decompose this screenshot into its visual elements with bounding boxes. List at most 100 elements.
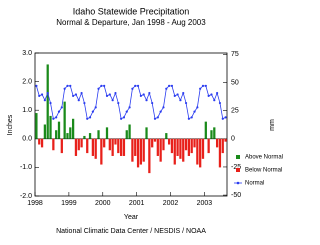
line-marker — [105, 94, 109, 97]
y-tick-label: 1.0 — [22, 107, 32, 114]
bar — [190, 138, 193, 154]
bar — [94, 138, 97, 159]
bar — [80, 138, 83, 148]
line-marker — [210, 93, 213, 96]
bar — [97, 130, 100, 139]
bar — [165, 133, 168, 139]
line-marker — [38, 94, 41, 97]
legend-swatch — [236, 181, 240, 185]
line-marker — [218, 101, 222, 105]
bar — [204, 121, 207, 139]
line-marker — [224, 116, 227, 119]
line-marker — [55, 116, 58, 119]
bar — [139, 138, 143, 165]
bar — [88, 133, 92, 139]
bar — [125, 130, 128, 139]
line-marker — [165, 87, 168, 90]
bar — [114, 138, 117, 145]
bar — [176, 138, 179, 156]
line-marker — [40, 93, 44, 96]
bar — [136, 138, 140, 168]
y2-tick-label: 50 — [231, 79, 239, 86]
line-marker — [156, 116, 159, 119]
x-tick-label: 2000 — [95, 200, 111, 207]
bar — [111, 138, 114, 156]
line-marker — [131, 87, 134, 90]
bar — [196, 138, 199, 165]
line-marker — [173, 94, 176, 97]
line-marker — [69, 84, 72, 87]
bar — [145, 127, 148, 139]
line-marker — [117, 101, 120, 105]
chart: Idaho Statewide Precipitation Normal & D… — [7, 6, 283, 234]
line-marker — [207, 94, 210, 97]
bar — [77, 138, 80, 151]
line-marker — [216, 91, 219, 95]
line-marker — [63, 87, 66, 90]
x-tick-label: 2002 — [163, 200, 179, 207]
line-marker — [168, 84, 171, 87]
line-marker — [114, 91, 117, 95]
line-marker — [66, 84, 69, 87]
line-marker — [190, 116, 193, 119]
bar — [49, 115, 52, 139]
line-marker — [80, 91, 83, 95]
x-tick-label: 1998 — [27, 200, 43, 207]
y2-tick-label: -50 — [231, 192, 241, 199]
line-marker — [184, 101, 188, 105]
line-marker — [74, 93, 78, 96]
bar — [46, 64, 49, 139]
line-marker — [145, 99, 148, 102]
bar — [108, 138, 111, 151]
bar — [210, 130, 213, 139]
bar — [224, 138, 227, 142]
line-marker — [100, 84, 103, 87]
line-marker — [49, 101, 52, 105]
line-marker — [83, 101, 86, 105]
line-marker — [97, 87, 100, 90]
line-marker — [201, 84, 205, 87]
y2-axis-label: mm — [269, 119, 276, 131]
y2-tick-label: 0 — [231, 136, 235, 143]
bar — [173, 138, 176, 165]
y-tick-label: 3.0 — [22, 50, 32, 57]
line-marker — [204, 84, 207, 87]
line-marker — [125, 110, 128, 113]
bar — [187, 138, 191, 156]
legend-swatch — [236, 168, 240, 172]
line-marker — [77, 99, 80, 102]
bar — [215, 138, 219, 148]
bar — [86, 138, 89, 154]
bar — [151, 138, 154, 148]
bar — [179, 138, 182, 159]
bar — [153, 138, 157, 142]
line-marker — [72, 94, 75, 97]
line-marker — [35, 84, 38, 87]
bar — [167, 138, 171, 145]
line-marker — [193, 110, 196, 113]
y-tick-label: -2.0 — [20, 193, 32, 200]
bar — [159, 138, 162, 162]
line-marker — [46, 91, 49, 95]
bar — [156, 138, 159, 156]
line-marker — [139, 94, 142, 97]
bar — [170, 138, 174, 154]
bar — [134, 138, 137, 156]
bar — [55, 130, 58, 139]
legend-label: Normal — [245, 181, 264, 187]
line-marker — [151, 101, 154, 105]
bar — [131, 138, 134, 162]
bar — [117, 138, 120, 154]
chart-title: Idaho Statewide Precipitation — [73, 6, 190, 16]
bar — [43, 124, 47, 139]
line-marker — [170, 84, 174, 87]
bar — [128, 124, 131, 139]
line-marker — [176, 93, 179, 96]
line-marker — [159, 110, 162, 113]
line-marker — [108, 93, 111, 96]
bar — [91, 138, 95, 156]
y-tick-label: 2.0 — [22, 78, 32, 85]
bar — [83, 135, 86, 139]
bar — [193, 138, 196, 148]
y-tick-label: 0.0 — [22, 136, 32, 143]
